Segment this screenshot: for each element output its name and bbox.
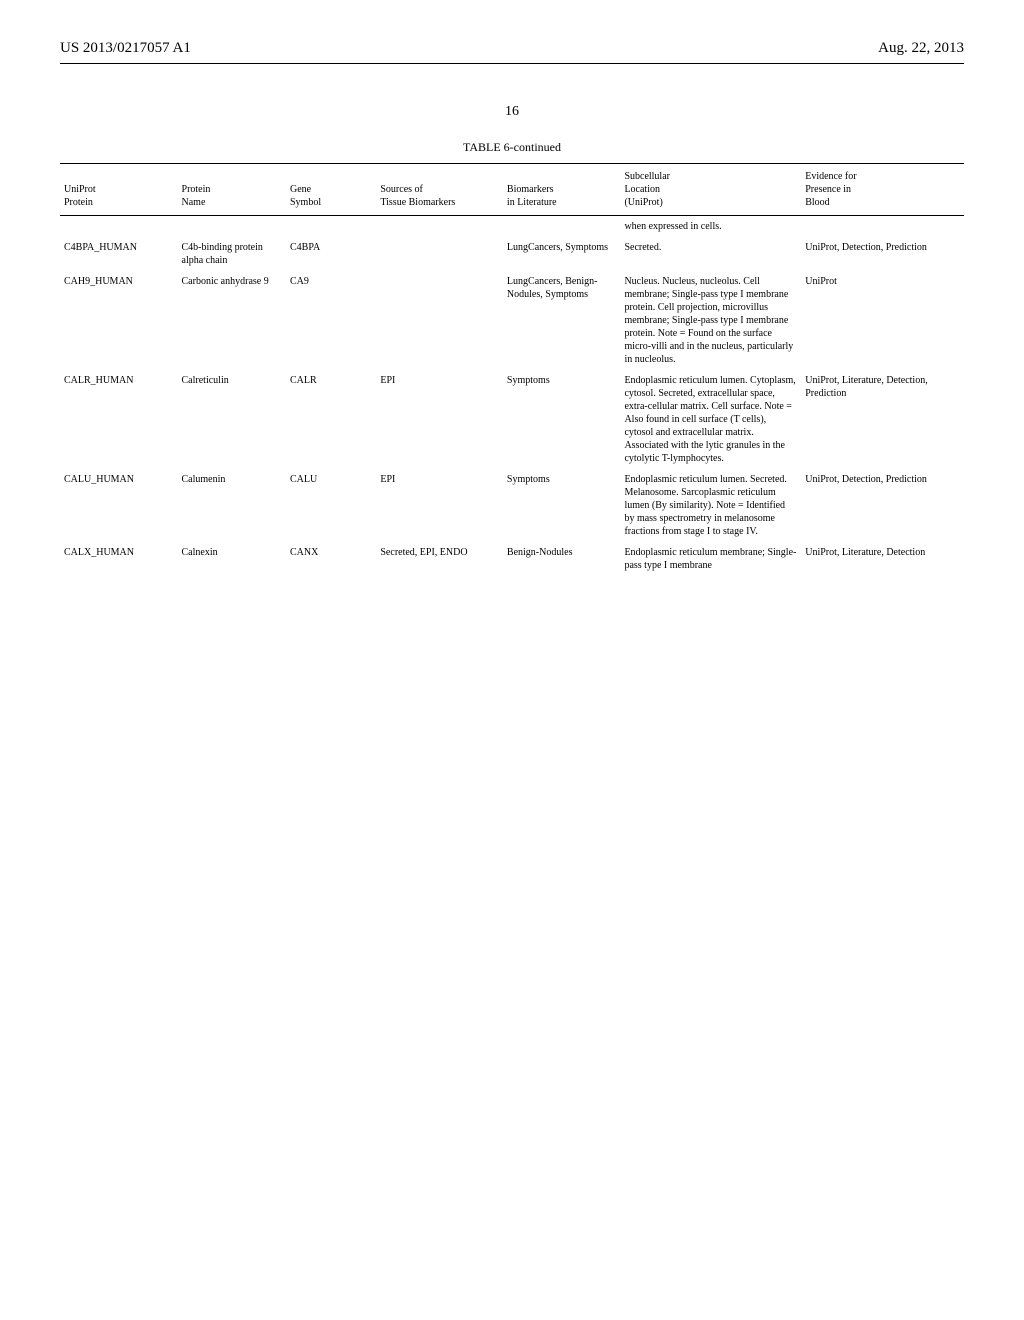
cell-gene: CALR bbox=[286, 370, 376, 469]
cell-subcellular: Nucleus. Nucleus, nucleolus. Cell membra… bbox=[620, 271, 801, 370]
cell-gene: CALU bbox=[286, 469, 376, 542]
cell-subcellular: Secreted. bbox=[620, 237, 801, 271]
cell-gene: CA9 bbox=[286, 271, 376, 370]
table-row: CALR_HUMAN Calreticulin CALR EPI Symptom… bbox=[60, 370, 964, 469]
cell-biomarkers: Benign-Nodules bbox=[503, 542, 621, 576]
cell-evidence: UniProt, Detection, Prediction bbox=[801, 237, 964, 271]
cell-biomarkers: LungCancers, Benign-Nodules, Symptoms bbox=[503, 271, 621, 370]
col-header-sources: Sources ofTissue Biomarkers bbox=[376, 164, 503, 216]
publication-number: US 2013/0217057 A1 bbox=[60, 40, 191, 57]
col-header-biomarkers: Biomarkersin Literature bbox=[503, 164, 621, 216]
cell-uniprot: CALX_HUMAN bbox=[60, 542, 178, 576]
cell-sources: Secreted, EPI, ENDO bbox=[376, 542, 503, 576]
page-number: 16 bbox=[60, 104, 964, 120]
cell-evidence: UniProt, Detection, Prediction bbox=[801, 469, 964, 542]
header-rule bbox=[60, 63, 964, 64]
cell-biomarkers: Symptoms bbox=[503, 469, 621, 542]
table-header-row: UniProtProtein ProteinName GeneSymbol So… bbox=[60, 164, 964, 216]
cell-sources: EPI bbox=[376, 469, 503, 542]
col-header-evidence: Evidence forPresence inBlood bbox=[801, 164, 964, 216]
cell-gene: C4BPA bbox=[286, 237, 376, 271]
cell-subcellular: Endoplasmic reticulum lumen. Cytoplasm, … bbox=[620, 370, 801, 469]
cell-uniprot: CALU_HUMAN bbox=[60, 469, 178, 542]
cell-subcellular: Endoplasmic reticulum membrane; Single-p… bbox=[620, 542, 801, 576]
col-header-uniprot: UniProtProtein bbox=[60, 164, 178, 216]
cell-biomarkers bbox=[503, 216, 621, 238]
cell-biomarkers: Symptoms bbox=[503, 370, 621, 469]
table-row: CAH9_HUMAN Carbonic anhydrase 9 CA9 Lung… bbox=[60, 271, 964, 370]
cell-subcellular: when expressed in cells. bbox=[620, 216, 801, 238]
cell-uniprot bbox=[60, 216, 178, 238]
cell-evidence: UniProt bbox=[801, 271, 964, 370]
page-header: US 2013/0217057 A1 Aug. 22, 2013 bbox=[60, 40, 964, 57]
cell-gene bbox=[286, 216, 376, 238]
table-caption: TABLE 6-continued bbox=[60, 140, 964, 155]
col-header-gene: GeneSymbol bbox=[286, 164, 376, 216]
cell-sources: EPI bbox=[376, 370, 503, 469]
table-row: when expressed in cells. bbox=[60, 216, 964, 238]
cell-uniprot: C4BPA_HUMAN bbox=[60, 237, 178, 271]
table-row: CALU_HUMAN Calumenin CALU EPI Symptoms E… bbox=[60, 469, 964, 542]
cell-biomarkers: LungCancers, Symptoms bbox=[503, 237, 621, 271]
cell-evidence: UniProt, Literature, Detection, Predicti… bbox=[801, 370, 964, 469]
cell-gene: CANX bbox=[286, 542, 376, 576]
cell-evidence: UniProt, Literature, Detection bbox=[801, 542, 964, 576]
table-body: when expressed in cells. C4BPA_HUMAN C4b… bbox=[60, 216, 964, 577]
cell-protein: Calreticulin bbox=[178, 370, 286, 469]
publication-date: Aug. 22, 2013 bbox=[878, 40, 964, 57]
cell-protein: Carbonic anhydrase 9 bbox=[178, 271, 286, 370]
cell-subcellular: Endoplasmic reticulum lumen. Secreted. M… bbox=[620, 469, 801, 542]
biomarker-table: UniProtProtein ProteinName GeneSymbol So… bbox=[60, 163, 964, 576]
cell-uniprot: CALR_HUMAN bbox=[60, 370, 178, 469]
col-header-protein: ProteinName bbox=[178, 164, 286, 216]
cell-protein: Calnexin bbox=[178, 542, 286, 576]
cell-evidence bbox=[801, 216, 964, 238]
cell-sources bbox=[376, 216, 503, 238]
cell-protein bbox=[178, 216, 286, 238]
cell-sources bbox=[376, 237, 503, 271]
cell-uniprot: CAH9_HUMAN bbox=[60, 271, 178, 370]
col-header-subcellular: SubcellularLocation(UniProt) bbox=[620, 164, 801, 216]
cell-protein: C4b-binding protein alpha chain bbox=[178, 237, 286, 271]
cell-protein: Calumenin bbox=[178, 469, 286, 542]
table-row: CALX_HUMAN Calnexin CANX Secreted, EPI, … bbox=[60, 542, 964, 576]
table-row: C4BPA_HUMAN C4b-binding protein alpha ch… bbox=[60, 237, 964, 271]
cell-sources bbox=[376, 271, 503, 370]
